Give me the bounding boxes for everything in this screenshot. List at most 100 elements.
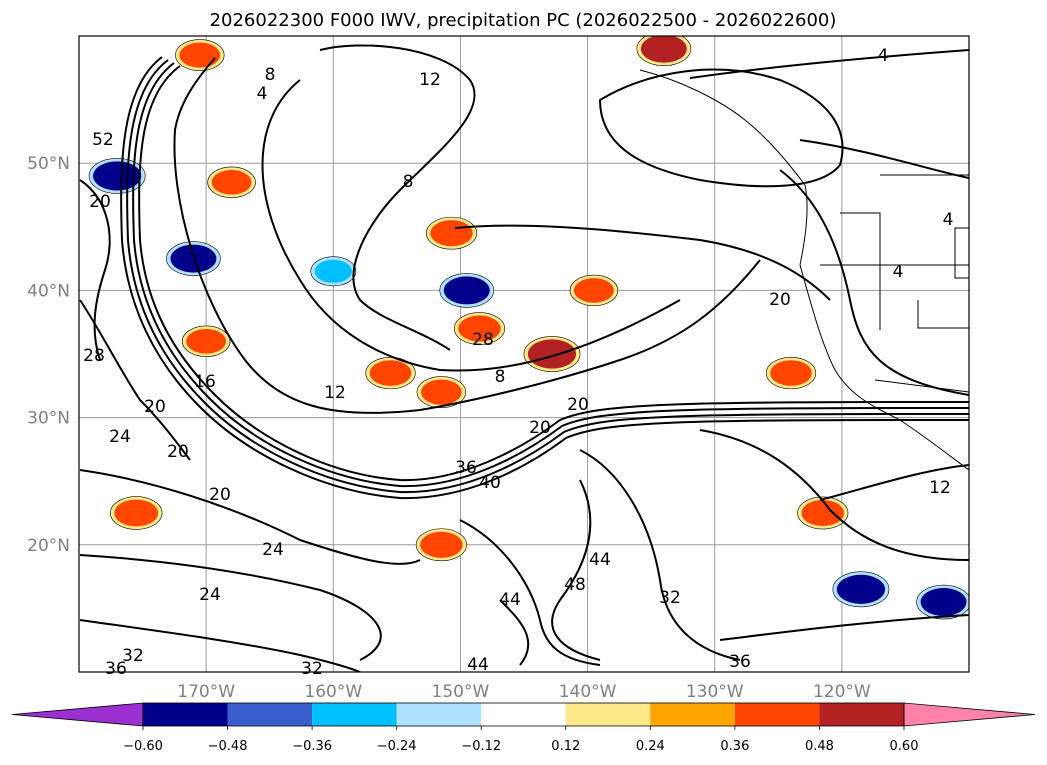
chart-title: 2026022300 F000 IWV, precipitation PC (2… (210, 10, 837, 31)
iwv-contour-south-2 (79, 554, 382, 661)
iwv-contour-ridge-4 (120, 56, 969, 500)
iwv-contour-east-4 (719, 614, 969, 641)
colorbar-tick-label-6: 0.24 (636, 739, 665, 754)
colorbar-tick-label-2: −0.36 (292, 739, 332, 754)
colorbar-tick-label-7: 0.36 (720, 739, 749, 754)
colorbar-segment-3 (396, 703, 482, 726)
x-tick-label-2: 150°W (432, 682, 490, 702)
colorbar-segment-7 (734, 703, 820, 726)
colorbar-extend-low (11, 702, 144, 727)
colorbar-tick-label-5: 0.12 (551, 739, 580, 754)
iwv-contour-label-31: 20 (769, 290, 791, 310)
graticule (79, 36, 969, 672)
border-state-3 (917, 300, 969, 329)
iwv-contour-west-1 (79, 179, 111, 361)
colorbar-segment-2 (312, 703, 397, 726)
map-frame (78, 35, 970, 673)
precip-patch-11 (920, 588, 967, 617)
colorbar-tick-label-4: −0.12 (461, 739, 501, 754)
colorbar-tick-label-1: −0.48 (208, 739, 248, 754)
precip-patch-9 (114, 499, 159, 527)
y-tick-label-1: 40°N (27, 281, 70, 301)
iwv-contour-east-5 (819, 464, 969, 501)
precip-patch-0 (430, 220, 473, 247)
iwv-contour-label-7: 16 (194, 372, 216, 392)
iwv-contour-label-30: 28 (83, 346, 105, 366)
iwv-contour-label-34: 12 (929, 478, 951, 498)
iwv-contour-label-26: 36 (729, 652, 751, 672)
colorbar-tick-label-0: −0.60 (123, 739, 163, 754)
colorbar-segment-4 (481, 703, 566, 726)
iwv-contour-labels: 8441285220161282820203640202420202424444… (83, 46, 953, 679)
iwv-contour-east-1 (459, 519, 601, 666)
iwv-contour-label-29: 36 (105, 659, 127, 679)
iwv-contour-label-17: 20 (167, 442, 189, 462)
iwv-contour-4-north (689, 49, 969, 79)
iwv-contour-east-2 (579, 449, 741, 661)
precip-patch-2 (420, 379, 462, 405)
iwv-contour-label-0: 8 (265, 65, 276, 85)
iwv-contour-arc-inner (261, 79, 681, 372)
precip-patch-18 (574, 278, 614, 303)
precip-patch-5 (93, 161, 142, 191)
precip-patch-16 (640, 36, 687, 63)
coastline-alaska (639, 69, 806, 186)
iwv-contour-8-loop (319, 44, 476, 351)
iwv-contour-label-24: 32 (659, 588, 681, 608)
iwv-contour-label-4: 8 (403, 172, 414, 192)
iwv-contour-label-6: 20 (89, 192, 111, 212)
precip-patch-10 (420, 531, 463, 558)
x-tick-label-0: 170°W (177, 682, 235, 702)
y-tick-label-2: 30°N (27, 409, 70, 429)
precip-patch-12 (836, 574, 886, 604)
colorbar: −0.60 −0.48 −0.36 −0.24 −0.12 0.12 0.24 0.36 0.4… (11, 702, 1036, 754)
iwv-contour-label-32: 4 (893, 262, 904, 282)
iwv-contour-mid-1 (551, 479, 601, 661)
precip-patch-19 (314, 259, 352, 283)
iwv-contour-ridge-3 (126, 59, 969, 494)
colorbar-extend-high (903, 702, 1036, 727)
iwv-contour-label-14: 40 (479, 473, 501, 493)
iwv-contour-label-8: 12 (324, 383, 346, 403)
iwv-contour-label-16: 24 (109, 427, 131, 447)
y-tick-label-3: 20°N (27, 536, 70, 556)
precip-patch-7 (443, 276, 490, 305)
x-tick-label-4: 130°W (686, 682, 744, 702)
y-tick-label-0: 50°N (27, 154, 70, 174)
iwv-contour-mid-2 (499, 599, 530, 666)
coastlines (639, 69, 969, 471)
iwv-contour-label-19: 24 (262, 540, 284, 560)
iwv-contour-label-5: 52 (92, 130, 114, 150)
iwv-contour-label-15: 20 (144, 397, 166, 417)
x-tick-label-1: 160°W (304, 682, 362, 702)
map-area (79, 36, 969, 672)
iwv-contour-label-3: 12 (419, 70, 441, 90)
iwv-contour-label-11: 20 (567, 395, 589, 415)
precip-patch-8 (186, 328, 227, 354)
precip-patch-14 (770, 360, 812, 386)
colorbar-segment-8 (819, 703, 904, 726)
iwv-contour-label-2: 4 (878, 46, 889, 66)
longitude-ticks: 170°W 160°W 150°W 140°W 130°W 120°W (177, 682, 871, 702)
coastline-canada (799, 184, 808, 266)
iwv-contour-12-band (454, 224, 831, 301)
iwv-contour-label-9: 8 (495, 367, 506, 387)
iwv-contour-label-20: 24 (199, 585, 221, 605)
precip-patch-4 (458, 315, 501, 342)
iwv-contour-label-18: 20 (209, 485, 231, 505)
border-state-4 (840, 212, 881, 265)
iwv-contour-4-alaska (599, 68, 844, 188)
iwv-contour-label-13: 36 (455, 458, 477, 478)
colorbar-tick-label-8: 0.48 (805, 739, 834, 754)
iwv-contour-south-3 (79, 619, 361, 672)
precip-patch-15 (179, 42, 221, 68)
iwv-contour-label-21: 44 (589, 550, 611, 570)
colorbar-segment-5 (565, 703, 651, 726)
iwv-contour-label-22: 48 (564, 575, 586, 595)
iwv-contour-label-12: 20 (529, 418, 551, 438)
coastline-uswest (799, 264, 969, 471)
iwv-contour-ridge-1 (138, 65, 969, 482)
iwv-contour-label-1: 4 (257, 84, 268, 104)
x-tick-label-5: 120°W (813, 682, 871, 702)
iwv-contour-arc-outer (173, 57, 761, 414)
